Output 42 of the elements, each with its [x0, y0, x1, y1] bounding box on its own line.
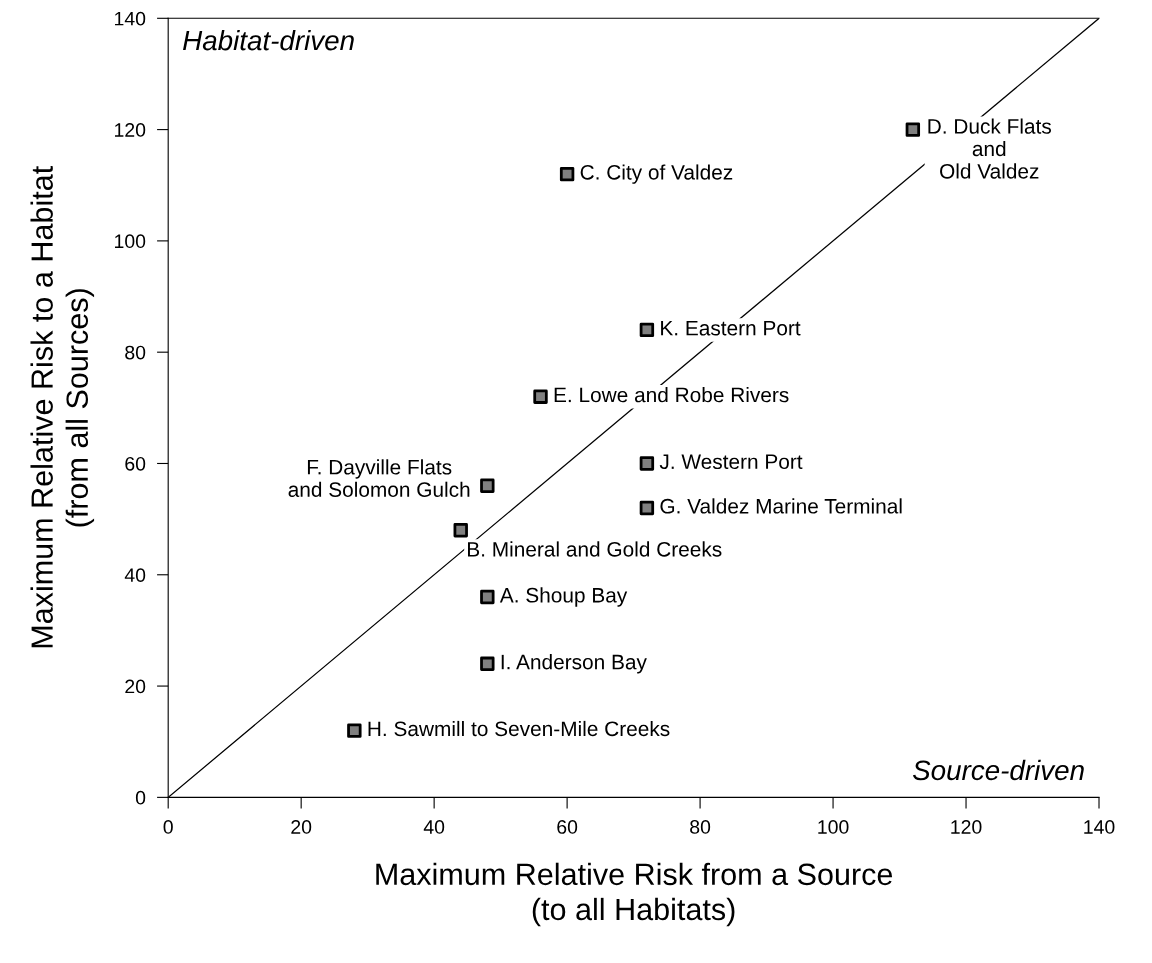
annotation: D. Duck Flats and Old Valdez [928, 118, 1051, 179]
point [905, 122, 921, 137]
y-tick-label: 100 [115, 234, 146, 249]
annotation: Habitat-driven [183, 29, 354, 51]
point [480, 478, 495, 493]
y-tick-label: 80 [125, 345, 146, 360]
x-tick-label: 0 [163, 820, 173, 834]
x-tick-label: 20 [291, 820, 312, 834]
point [480, 589, 495, 605]
x-tick-label: 120 [951, 820, 982, 834]
x-tick-label: 100 [818, 820, 849, 834]
annotation: Source-driven [912, 759, 1084, 781]
point [559, 166, 575, 182]
point [453, 523, 468, 538]
x-tick-label: 140 [1084, 820, 1115, 834]
annotation: E. Lowe and Robe Rivers [554, 386, 789, 403]
point [533, 389, 548, 404]
x-axis-title: Maximum Relative Risk from a Source (to all Habitats) [376, 862, 893, 927]
annotation: C. City of Valdez [580, 164, 733, 184]
point [480, 656, 495, 672]
annotation: A. Shoup Bay [499, 587, 628, 607]
annotation: J. Western Port [659, 454, 803, 470]
point [639, 456, 655, 471]
x-tick-label: 80 [690, 820, 711, 834]
y-tick-label: 120 [115, 123, 146, 137]
y-tick-label: 20 [125, 679, 146, 694]
y-tick-label: 40 [124, 568, 146, 583]
annotation: B. Mineral and Gold Creeks [468, 541, 722, 557]
y-tick-label: 0 [135, 790, 146, 805]
annotation: G. Valdez Marine Terminal [660, 498, 902, 514]
annotation: F. Dayville Flats and Solomon Gulch [288, 459, 470, 497]
point [639, 322, 655, 338]
y-tick-label: 60 [125, 456, 146, 471]
x-tick-label: 40 [423, 820, 445, 834]
y-axis-title: Maximum Relative Risk to a Habitat (from all Sources) [30, 166, 95, 648]
x-tick-label: 60 [557, 820, 578, 834]
y-tick-label: 140 [115, 11, 146, 26]
annotation: H. Sawmill to Seven-Mile Creeks [368, 720, 670, 737]
annotation: I. Anderson Bay [501, 654, 647, 674]
annotation: K. Eastern Port [661, 320, 801, 336]
point [347, 723, 362, 738]
point [639, 500, 655, 516]
